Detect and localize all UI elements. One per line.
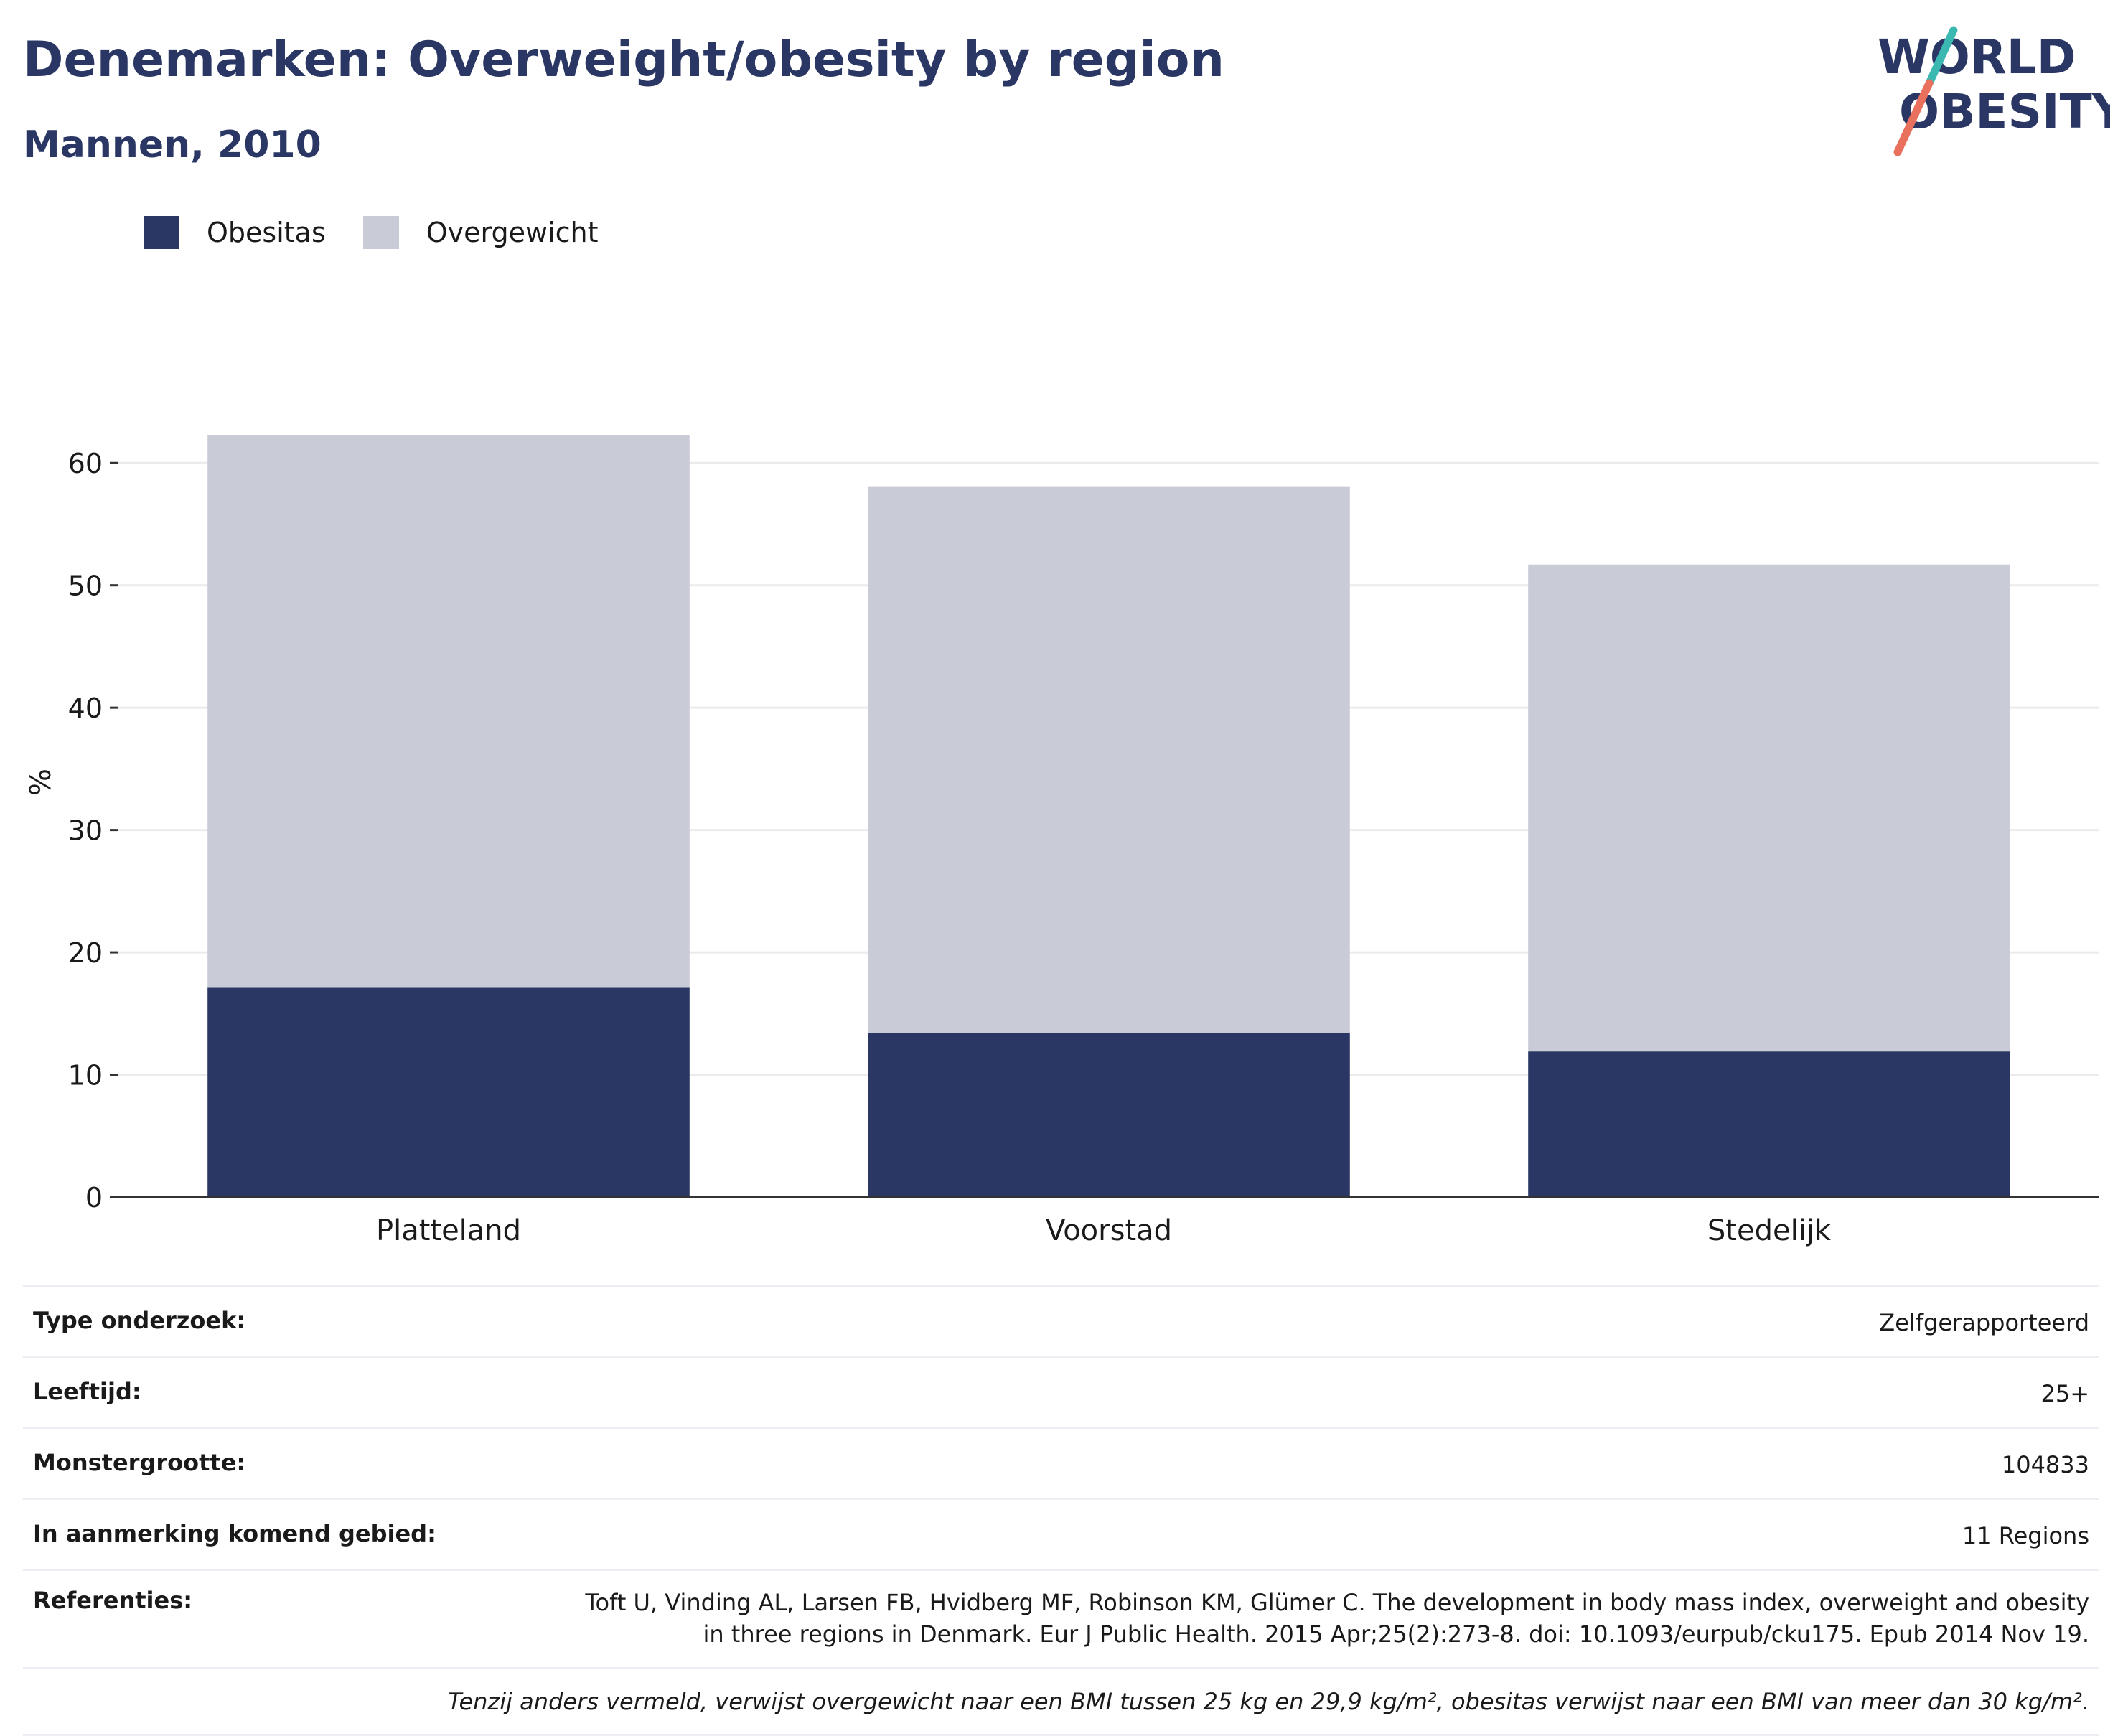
info-row-area: In aanmerking komend gebied: 11 Regions bbox=[23, 1498, 2099, 1569]
legend-label-overgewicht: Overgewicht bbox=[426, 217, 599, 248]
page-subtitle: Mannen, 2010 bbox=[23, 123, 322, 166]
bar-overgewicht-platteland[interactable] bbox=[207, 435, 690, 988]
logo-slash-teal bbox=[1925, 26, 1958, 88]
info-value: Zelfgerapporteerd bbox=[1879, 1309, 2089, 1336]
info-value: Toft U, Vinding AL, Larsen FB, Hvidberg … bbox=[585, 1589, 2089, 1648]
logo-word-2: OBESITY bbox=[1899, 84, 2110, 139]
x-tick-label: Stedelijk bbox=[1707, 1214, 1832, 1247]
y-tick-label: 50 bbox=[68, 571, 103, 602]
y-tick-label: 10 bbox=[68, 1060, 103, 1092]
logo-slash-coral bbox=[1893, 79, 1934, 156]
info-label: Monstergrootte: bbox=[33, 1449, 246, 1476]
info-value: 25+ bbox=[2040, 1380, 2089, 1407]
y-tick-label: 20 bbox=[68, 937, 103, 969]
legend-item-overgewicht[interactable]: Overgewicht bbox=[362, 216, 599, 249]
y-tick-label: 30 bbox=[68, 815, 103, 847]
info-value: 11 Regions bbox=[1962, 1522, 2089, 1549]
page-title: Denemarken: Overweight/obesity by region bbox=[23, 32, 1224, 88]
bar-obesitas-stedelijk[interactable] bbox=[1528, 1051, 2010, 1197]
info-label: Type onderzoek: bbox=[33, 1307, 246, 1334]
legend-label-obesitas: Obesitas bbox=[207, 217, 326, 248]
logo-word-1: WORLD bbox=[1878, 29, 2076, 85]
legend-swatch-obesitas bbox=[144, 216, 179, 249]
bar-overgewicht-voorstad[interactable] bbox=[868, 486, 1350, 1033]
bar-obesitas-voorstad[interactable] bbox=[868, 1033, 1350, 1197]
y-axis-label: % bbox=[24, 769, 57, 796]
info-label: In aanmerking komend gebied: bbox=[33, 1520, 436, 1547]
info-row-sample: Monstergrootte: 104833 bbox=[23, 1427, 2099, 1498]
footnote-text: Tenzij anders vermeld, verwijst overgewi… bbox=[447, 1688, 2089, 1715]
legend-item-obesitas[interactable]: Obesitas bbox=[144, 216, 326, 249]
x-tick-label: Voorstad bbox=[1046, 1214, 1172, 1247]
info-value: 104833 bbox=[2001, 1451, 2089, 1478]
bar-overgewicht-stedelijk[interactable] bbox=[1528, 564, 2010, 1052]
stacked-bar-chart: 0 10 20 30 40 50 60 Platteland Voorstad Stedelijk… bbox=[24, 435, 2099, 1247]
info-table: Type onderzoek: Zelfgerapporteerd Leefti… bbox=[23, 1285, 2099, 1736]
y-tick-label: 40 bbox=[68, 693, 103, 724]
y-tick-label: 60 bbox=[68, 448, 103, 479]
legend: Obesitas Overgewicht bbox=[144, 214, 636, 251]
info-footnote: Tenzij anders vermeld, verwijst overgewi… bbox=[23, 1667, 2099, 1736]
info-label: Leeftijd: bbox=[33, 1378, 141, 1405]
world-obesity-logo: WORLD OBESITY bbox=[1878, 26, 2110, 156]
info-label: Referenties: bbox=[33, 1587, 193, 1614]
y-tick-label: 0 bbox=[85, 1182, 103, 1214]
info-row-type: Type onderzoek: Zelfgerapporteerd bbox=[23, 1285, 2099, 1356]
info-row-references: Referenties: Toft U, Vinding AL, Larsen … bbox=[23, 1569, 2099, 1667]
bar-obesitas-platteland[interactable] bbox=[207, 987, 690, 1197]
info-row-age: Leeftijd: 25+ bbox=[23, 1356, 2099, 1427]
x-tick-label: Platteland bbox=[376, 1214, 521, 1247]
legend-swatch-overgewicht bbox=[362, 216, 399, 249]
